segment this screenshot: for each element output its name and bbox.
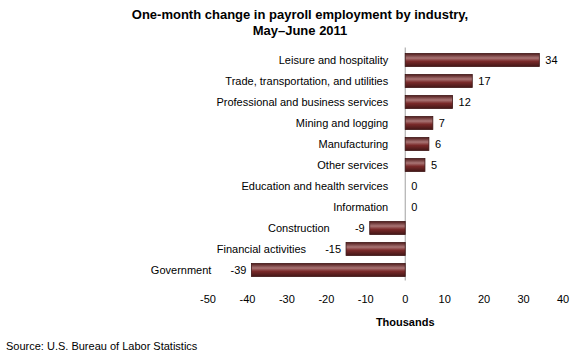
x-tick-label: 20 [478,293,490,305]
bar [405,117,433,130]
data-label: 5 [431,159,437,171]
data-label: 12 [459,96,471,108]
category-label: Financial activities [217,243,307,255]
x-tick-label: 10 [439,293,451,305]
x-tick-label: 40 [557,293,569,305]
data-label: -15 [325,243,341,255]
bar [405,201,406,214]
x-tick-label: 0 [402,293,408,305]
category-label: Professional and business services [216,96,388,108]
data-label: 6 [435,138,441,150]
title: One-month change in payroll employment b… [132,7,468,22]
bar [405,54,539,67]
category-label: Leisure and hospitality [279,54,389,66]
subtitle: May–June 2011 [253,23,348,38]
chart: One-month change in payroll employment b… [0,0,580,359]
data-label: 34 [545,54,557,66]
source: Source: U.S. Bureau of Labor Statistics [6,340,198,352]
data-label: 0 [411,201,417,213]
x-tick-label: -20 [318,293,334,305]
bar [405,180,406,193]
bar [405,159,425,172]
category-label: Information [333,201,388,213]
category-label: Education and health services [241,180,388,192]
bar [405,96,452,109]
x-tick-label: -50 [200,293,216,305]
bar [370,222,406,235]
category-label: Manufacturing [319,138,389,150]
data-label: -39 [230,264,246,276]
data-label: 7 [439,117,445,129]
category-label: Government [151,264,212,276]
x-tick-label: -40 [239,293,255,305]
x-tick-label: -30 [279,293,295,305]
data-label: -9 [355,222,365,234]
data-label: 0 [411,180,417,192]
bar [346,243,405,256]
category-label: Other services [317,159,388,171]
data-label: 17 [478,75,490,87]
category-label: Trade, transportation, and utilities [225,75,388,87]
x-axis-label: Thousands [376,316,435,328]
bar [405,138,429,151]
category-label: Mining and logging [296,117,388,129]
x-tick-label: -10 [358,293,374,305]
x-tick-label: 30 [517,293,529,305]
bar [405,75,472,88]
category-label: Construction [268,222,330,234]
bar [251,264,405,277]
